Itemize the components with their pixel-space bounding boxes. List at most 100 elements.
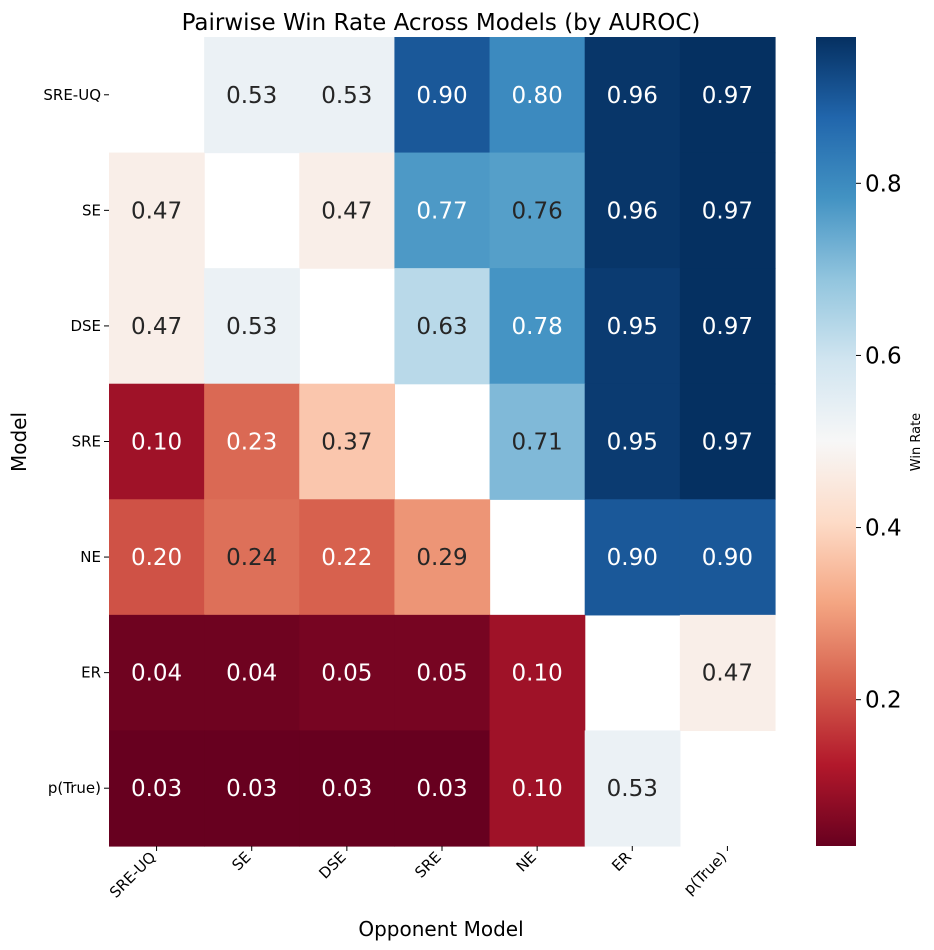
- heatmap-cell: [109, 383, 205, 500]
- cell-annotation: 0.03: [321, 776, 372, 802]
- x-tick-label: ER: [608, 848, 635, 875]
- heatmap-cell: [489, 37, 586, 154]
- heatmap-cell: [489, 730, 586, 847]
- cell-annotation: 0.03: [416, 776, 467, 802]
- cell-annotation: 0.24: [226, 545, 277, 571]
- heatmap-cell: [679, 152, 776, 269]
- colorbar-tick-label: 0.4: [865, 516, 902, 542]
- cell-annotation: 0.05: [321, 661, 372, 687]
- x-tick-label: SE: [228, 848, 254, 874]
- heatmap-cell: [204, 499, 300, 616]
- cell-annotation: 0.95: [607, 430, 658, 456]
- heatmap-cell: [679, 499, 776, 616]
- colorbar: [816, 37, 856, 846]
- colorbar-tick-label: 0.6: [865, 343, 902, 369]
- cell-annotation: 0.95: [607, 314, 658, 340]
- x-tick-label: p(True): [680, 848, 730, 898]
- heatmap-cell: [489, 268, 586, 385]
- heatmap-cell: [204, 37, 300, 154]
- colorbar-label: Win Rate: [909, 413, 924, 471]
- cell-annotation: 0.04: [131, 661, 182, 687]
- cell-annotation: 0.80: [512, 83, 563, 109]
- cell-annotation: 0.05: [416, 661, 467, 687]
- x-tick-label: SRE: [411, 848, 445, 882]
- heatmap-cell: [679, 268, 776, 385]
- heatmap-cell: [204, 268, 300, 385]
- heatmap-cell: [109, 614, 205, 732]
- cell-annotations: 0.53 0.53 0.90 0.80 0.96 0.97 0.47 0.47 0.77 0.76…: [131, 83, 753, 802]
- cell-annotation: 0.53: [321, 83, 372, 109]
- y-axis-label: Model: [7, 412, 31, 472]
- colorbar-ticks: 0.2 0.4 0.6 0.8: [856, 171, 902, 714]
- heatmap-cell: [584, 268, 681, 385]
- cell-annotation: 0.20: [131, 545, 182, 571]
- y-axis-ticks: SRE-UQ SE DSE SRE NE ER p(True): [43, 86, 109, 797]
- cell-annotation: 0.04: [226, 661, 277, 687]
- heatmap-cell: [109, 499, 205, 616]
- cell-annotation: 0.23: [226, 430, 277, 456]
- cell-annotation: 0.97: [702, 314, 753, 340]
- y-tick-label: p(True): [48, 779, 101, 797]
- cell-annotation: 0.96: [607, 83, 658, 109]
- y-tick-label: DSE: [70, 317, 101, 335]
- cell-annotation: 0.53: [607, 776, 658, 802]
- cell-annotation: 0.76: [512, 198, 563, 224]
- heatmap-cell: [489, 614, 586, 732]
- heatmap-cells: [109, 37, 776, 847]
- cell-annotation: 0.97: [702, 430, 753, 456]
- heatmap-cell: [299, 383, 396, 500]
- colorbar-tick-label: 0.8: [865, 171, 902, 197]
- x-tick-label: NE: [513, 848, 540, 875]
- heatmap-cell: [679, 37, 776, 154]
- cell-annotation: 0.90: [607, 545, 658, 571]
- heatmap-cell: [584, 383, 681, 500]
- cell-annotation: 0.03: [131, 776, 182, 802]
- x-axis-label: Opponent Model: [358, 917, 523, 941]
- heatmap-cell: [584, 152, 681, 269]
- cell-annotation: 0.97: [702, 83, 753, 109]
- cell-annotation: 0.10: [512, 661, 563, 687]
- heatmap-cell: [584, 730, 681, 847]
- cell-annotation: 0.29: [416, 545, 467, 571]
- heatmap-cell: [394, 499, 491, 616]
- heatmap-cell: [394, 152, 491, 269]
- cell-annotation: 0.22: [321, 545, 372, 571]
- cell-annotation: 0.47: [131, 314, 182, 340]
- x-axis-ticks: SRE-UQ SE DSE SRE NE ER p(True): [106, 845, 730, 902]
- cell-annotation: 0.97: [702, 198, 753, 224]
- cell-annotation: 0.78: [512, 314, 563, 340]
- cell-annotation: 0.53: [226, 83, 277, 109]
- heatmap-cell: [584, 499, 681, 616]
- heatmap-cell: [109, 268, 205, 385]
- y-tick-label: SRE: [72, 433, 101, 451]
- heatmap-cell: [584, 37, 681, 154]
- cell-annotation: 0.10: [131, 430, 182, 456]
- cell-annotation: 0.47: [131, 198, 182, 224]
- cell-annotation: 0.90: [702, 545, 753, 571]
- y-tick-label: ER: [81, 664, 101, 682]
- cell-annotation: 0.71: [512, 430, 563, 456]
- y-tick-label: SE: [82, 201, 101, 219]
- cell-annotation: 0.53: [226, 314, 277, 340]
- heatmap-cell: [394, 614, 491, 732]
- heatmap-cell: [109, 152, 205, 269]
- heatmap-cell: [109, 730, 205, 847]
- cell-annotation: 0.37: [321, 430, 372, 456]
- heatmap-cell: [299, 37, 396, 154]
- heatmap-cell: [204, 614, 300, 732]
- y-tick-label: SRE-UQ: [43, 86, 101, 104]
- x-tick-label: SRE-UQ: [106, 848, 159, 901]
- y-tick-label: NE: [80, 548, 101, 566]
- cell-annotation: 0.63: [416, 314, 467, 340]
- heatmap-cell: [489, 383, 586, 500]
- heatmap-cell: [489, 152, 586, 269]
- heatmap-cell: [204, 730, 300, 847]
- heatmap-cell: [394, 268, 491, 385]
- chart-title: Pairwise Win Rate Across Models (by AURO…: [182, 10, 701, 36]
- cell-annotation: 0.47: [321, 198, 372, 224]
- x-tick-label: DSE: [315, 848, 349, 882]
- heatmap-cell: [299, 152, 396, 269]
- cell-annotation: 0.03: [226, 776, 277, 802]
- cell-annotation: 0.47: [702, 661, 753, 687]
- heatmap-cell: [204, 383, 300, 500]
